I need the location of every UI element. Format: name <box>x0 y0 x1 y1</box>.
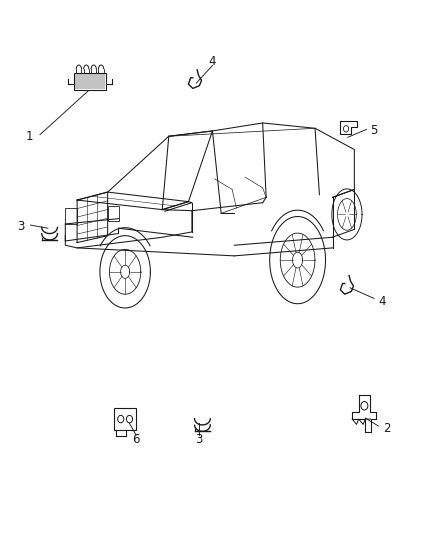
Text: 2: 2 <box>383 422 390 435</box>
Bar <box>108 206 119 221</box>
Text: 4: 4 <box>208 55 216 68</box>
Bar <box>74 73 106 90</box>
Text: 1: 1 <box>26 130 33 143</box>
Bar <box>65 208 77 224</box>
Bar <box>75 74 105 89</box>
Text: 5: 5 <box>370 124 377 138</box>
Bar <box>114 408 137 430</box>
Text: 3: 3 <box>18 220 25 233</box>
Text: 3: 3 <box>196 433 203 446</box>
Text: 6: 6 <box>132 433 140 446</box>
Text: 4: 4 <box>378 295 386 308</box>
